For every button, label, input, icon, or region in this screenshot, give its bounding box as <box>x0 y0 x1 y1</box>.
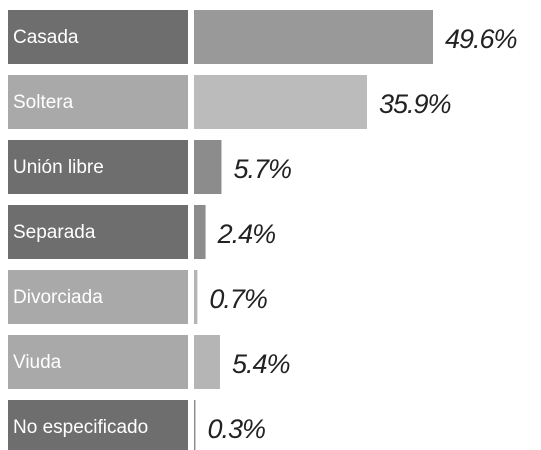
category-label: Casada <box>13 27 79 48</box>
category-label: Separada <box>13 222 96 243</box>
category-label: Unión libre <box>13 157 104 178</box>
value-label: 5.7% <box>233 154 291 184</box>
bar <box>194 400 196 450</box>
category-label: Viuda <box>13 352 62 373</box>
value-label: 2.4% <box>217 219 276 249</box>
category-label: No especificado <box>13 417 148 438</box>
bar <box>194 140 222 194</box>
bar <box>194 270 198 324</box>
bar <box>194 10 433 64</box>
bar <box>194 75 367 129</box>
category-label: Divorciada <box>13 287 103 308</box>
category-box <box>8 400 188 450</box>
category-box <box>8 75 188 129</box>
value-label: 5.4% <box>232 349 290 379</box>
value-label: 35.9% <box>379 89 451 119</box>
category-box <box>8 140 188 194</box>
category-box <box>8 335 188 389</box>
category-box <box>8 270 188 324</box>
value-label: 49.6% <box>445 24 517 54</box>
value-label: 0.7% <box>209 284 267 314</box>
bar <box>194 335 221 389</box>
bar <box>194 205 206 259</box>
value-label: 0.3% <box>207 414 265 444</box>
category-label: Soltera <box>13 92 74 113</box>
category-box <box>8 10 188 64</box>
category-box <box>8 205 188 259</box>
